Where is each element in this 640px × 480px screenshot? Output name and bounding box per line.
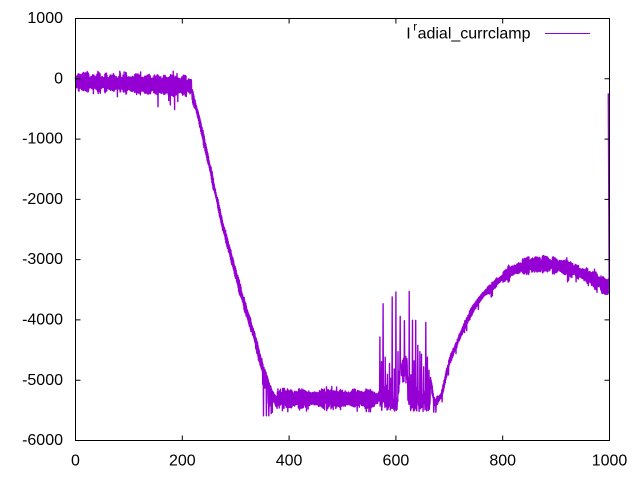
svg-text:200: 200 (169, 452, 196, 469)
svg-text:600: 600 (383, 452, 410, 469)
svg-text:-2000: -2000 (22, 191, 63, 208)
svg-text:800: 800 (489, 452, 516, 469)
svg-text:-1000: -1000 (22, 131, 63, 148)
svg-text:1000: 1000 (592, 452, 628, 469)
svg-text:1000: 1000 (27, 10, 63, 27)
svg-text:-5000: -5000 (22, 372, 63, 389)
svg-text:0: 0 (71, 452, 80, 469)
svg-text:-6000: -6000 (22, 432, 63, 449)
svg-text:-4000: -4000 (22, 312, 63, 329)
svg-text:0: 0 (54, 70, 63, 87)
svg-text:400: 400 (276, 452, 303, 469)
svg-text:-3000: -3000 (22, 251, 63, 268)
